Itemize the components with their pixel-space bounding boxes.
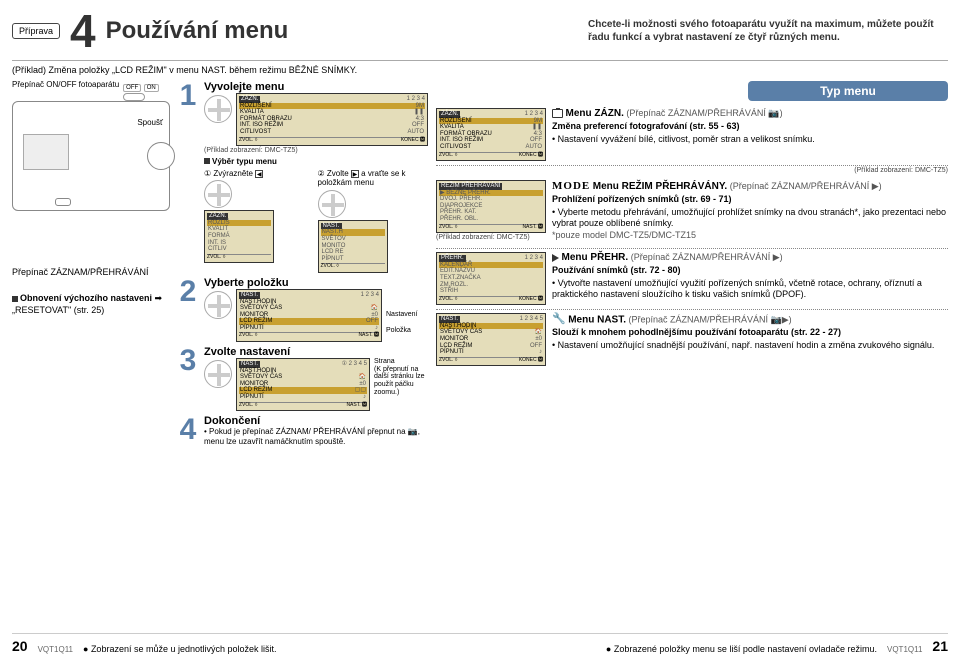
menu4-line1: Slouží k mnohem pohodlnějšímu používání … [552, 327, 841, 337]
menu4-title: Menu NAST. [568, 314, 626, 325]
page-note-b: (K přepnutí na další stránku lze použít … [374, 366, 428, 397]
menu2-title: Menu REŽIM PŘEHRÁVÁNY. [593, 181, 727, 192]
note-item: Položka [386, 327, 428, 335]
step-2-title: Vyberte položku [204, 277, 428, 289]
lcd-right-nast: NAST.1 2 3 4 5 NAST.HODIN SVĚTOVÝ ČAS🏠 M… [436, 313, 546, 366]
sub2-label: ② Zvolte [318, 169, 349, 178]
lcd-nast-3: NAST.① 2 3 4 5 NAST.HODIN SVĚTOVÝ ČAS🏠 M… [236, 358, 370, 411]
sub1-label: ① Zvýrazněte [204, 169, 253, 178]
menu2-note: (Přepínač ZÁZNAM/PŘEHRÁVÁNÍ ▶) [730, 181, 882, 191]
right-caption-1: (Příklad zobrazení: DMC-TZ5) [436, 167, 948, 174]
dpad-icon [204, 360, 232, 388]
doc-code-left: VQT1Q11 [38, 645, 73, 654]
doc-code-right: VQT1Q11 [887, 645, 922, 654]
dpad-icon [318, 190, 346, 218]
right-arrow-icon: ▶ [351, 170, 359, 178]
menu1-note: (Přepínač ZÁZNAM/PŘEHRÁVÁNÍ 📷) [626, 108, 782, 118]
step-1-number: 1 [178, 81, 198, 111]
shutter-label: Spoušť [137, 118, 163, 127]
step-2-number: 2 [178, 277, 198, 307]
chapter-number: 4 [70, 8, 96, 54]
step-3-title: Zvolte nastavení [204, 346, 428, 358]
note-setting: Nastavení [386, 311, 428, 319]
switch-on: ON [144, 84, 159, 92]
camera-icon [552, 109, 563, 118]
menu2-line1: Prohlížení pořízených snímků (str. 69 - … [552, 194, 732, 204]
right-caption-2: (Příklad zobrazení: DMC-TZ5) [436, 234, 546, 241]
menu3-line2: Vytvořte nastavení umožňující využití po… [552, 278, 948, 301]
menu1-line1: Změna preferencí fotografování (str. 55 … [552, 121, 740, 131]
wrench-icon: 🔧 [552, 313, 566, 327]
page-number-left: 20 [12, 638, 28, 654]
menu3-line1: Používání snímků (str. 72 - 80) [552, 265, 681, 275]
menu4-note: (Přepínač ZÁZNAM/PŘEHRÁVÁNÍ 📷▶) [629, 314, 792, 324]
menu2-line3: *pouze model DMC-TZ5/DMC-TZ15 [552, 230, 948, 241]
dpad-icon [204, 180, 232, 208]
menu1-title: Menu ZÁZN. [566, 108, 624, 119]
menu3-note: (Přepínač ZÁZNAM/PŘEHRÁVÁNÍ ▶) [631, 252, 783, 262]
step-4-title: Dokončení [204, 415, 428, 427]
onoff-label: Přepínač ON/OFF fotoaparátu [12, 81, 119, 90]
step-1-title: Vyvolejte menu [204, 81, 428, 93]
footer-note-right: Zobrazené položky menu se liší podle nas… [614, 644, 877, 654]
menu4-line2: Nastavení umožňující snadnější používání… [552, 340, 948, 351]
play-icon [552, 254, 559, 262]
step-4-number: 4 [178, 415, 198, 445]
page-note-a: Strana [374, 358, 428, 366]
mode-icon: MODE [552, 180, 590, 192]
step-4-body: • Pokud je přepínač ZÁZNAM/ PŘEHRÁVÁNÍ p… [204, 427, 428, 446]
section-tag: Příprava [12, 23, 60, 39]
recplay-switch-label: Přepínač ZÁZNAM/PŘEHRÁVÁNÍ [12, 267, 170, 277]
switch-off: OFF [123, 84, 141, 92]
example-caption: (Příklad) Změna položky „LCD REŽIM" v me… [12, 65, 948, 75]
reset-note: Obnovení výchozího nastaveni ➡ „RESETOVA… [12, 293, 170, 316]
lcd-nast-mini: NAST. NAST.H SVĚTOV MONITO LCD RE PÍPNUT… [318, 220, 388, 273]
step-3-number: 3 [178, 346, 198, 376]
footer-note-left: Zobrazení se může u jednotlivých položek… [91, 644, 277, 654]
type-menu-header: Typ menu [748, 81, 948, 101]
substep-heading: Výběr typu menu [212, 157, 277, 166]
intro-text: Chcete-li možnosti svého fotoaparátu vyu… [588, 18, 948, 44]
dpad-icon [204, 95, 232, 123]
menu1-line2: Nastavení vyvážení bílé, citlivost, pomě… [552, 134, 948, 145]
dpad-icon [204, 291, 232, 319]
menu3-title: Menu PŘEHR. [562, 252, 629, 263]
menu2-line2: Vyberte metodu přehrávání, umožňující pr… [552, 207, 948, 230]
lcd-zazn-mini: ZÁZN. ROZLIŠ KVALIT FORMÁ INT. IS CITLIV… [204, 210, 274, 263]
lcd-nast-2: NAST.1 2 3 4 NAST.HODIN SVĚTOVÝ ČAS🏠 MON… [236, 289, 382, 342]
lcd-zazn-1: ZÁZN.1 2 3 4 ROZLIŠENÍ9M KVALITA❚❚ FORMÁ… [236, 93, 428, 146]
lcd-right-mode: REŽIM PŘEHRÁVÁNÍ ▶ BĚŽNÉ PŘEHR. DVOJ. PŘ… [436, 180, 546, 233]
page-number-right: 21 [932, 638, 948, 654]
step1-caption: (Příklad zobrazení: DMC-TZ5) [204, 147, 428, 154]
left-arrow-icon: ◀ [255, 170, 263, 178]
lcd-right-prehr: PŘEHR.1 2 3 4 KALENDÁŘ EDIT.NÁZVU TEXT.Z… [436, 252, 546, 305]
camera-illustration: Spoušť [12, 101, 170, 211]
lcd-right-zazn: ZÁZN.1 2 3 4 ROZLIŠENÍ9M KVALITA❚❚ FORMÁ… [436, 108, 546, 161]
page-title: Používání menu [106, 17, 289, 45]
